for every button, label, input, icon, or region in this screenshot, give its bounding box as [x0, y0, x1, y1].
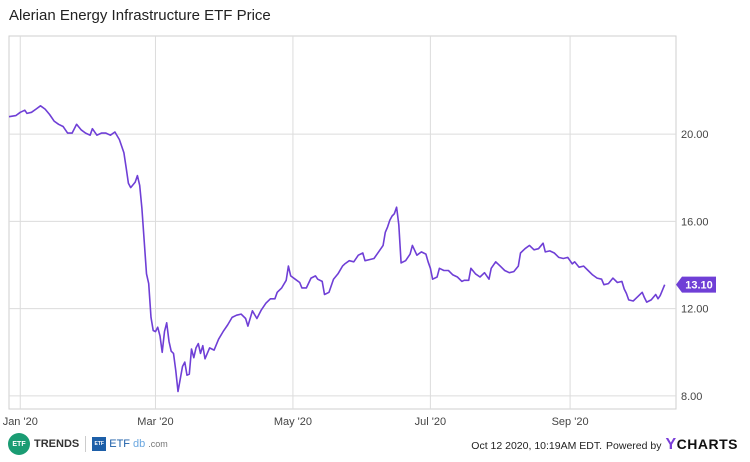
x-tick-label: Jul '20 — [415, 416, 446, 428]
grid-lines — [9, 36, 676, 409]
last-value-label: 13.10 — [685, 280, 713, 292]
etf-trends-label: TRENDS — [34, 438, 80, 450]
logo-divider — [85, 436, 87, 452]
timestamp: Oct 12 2020, 10:19AM EDT. — [471, 440, 603, 452]
etf-trends-logo[interactable]: ETF TRENDS — [8, 433, 79, 455]
ycharts-rest: CHARTS — [676, 436, 738, 452]
x-tick-label: Mar '20 — [137, 416, 173, 428]
x-tick-label: Sep '20 — [552, 416, 589, 428]
ycharts-logo[interactable]: YCHARTS — [665, 436, 738, 454]
badge-shape — [676, 276, 716, 293]
price-line — [8, 105, 666, 393]
y-axis-ticks: 8.00 12.00 16.00 20.00 — [681, 129, 709, 403]
powered-by: Powered by — [606, 440, 662, 452]
y-tick-label: 20.00 — [681, 129, 709, 141]
x-axis-ticks: Jan '20 Mar '20 May '20 Jul '20 Sep '20 — [3, 416, 589, 428]
chart-footer: Oct 12 2020, 10:19AM EDT. Powered by YCH… — [471, 436, 738, 454]
x-tick-label: Jan '20 — [3, 416, 38, 428]
etfdb-label-c: .com — [148, 439, 168, 449]
ycharts-y: Y — [665, 436, 677, 453]
etfdb-logo[interactable]: ETF ETF db .com — [92, 437, 168, 451]
chart-title: Alerian Energy Infrastructure ETF Price — [9, 7, 271, 24]
x-tick-label: May '20 — [274, 416, 312, 428]
etfdb-box-icon: ETF — [92, 437, 107, 451]
etfdb-label-a: ETF — [109, 438, 131, 450]
etf-trends-circle-icon: ETF — [8, 433, 30, 455]
y-tick-label: 8.00 — [681, 391, 702, 403]
last-value-badge: 13.10 — [676, 276, 716, 293]
sponsor-logos: ETF TRENDS ETF ETF db .com — [8, 433, 168, 455]
y-tick-label: 16.00 — [681, 216, 709, 228]
etfdb-label-b: db — [133, 438, 146, 450]
y-tick-label: 12.00 — [681, 304, 709, 316]
plot-border — [8, 35, 677, 410]
